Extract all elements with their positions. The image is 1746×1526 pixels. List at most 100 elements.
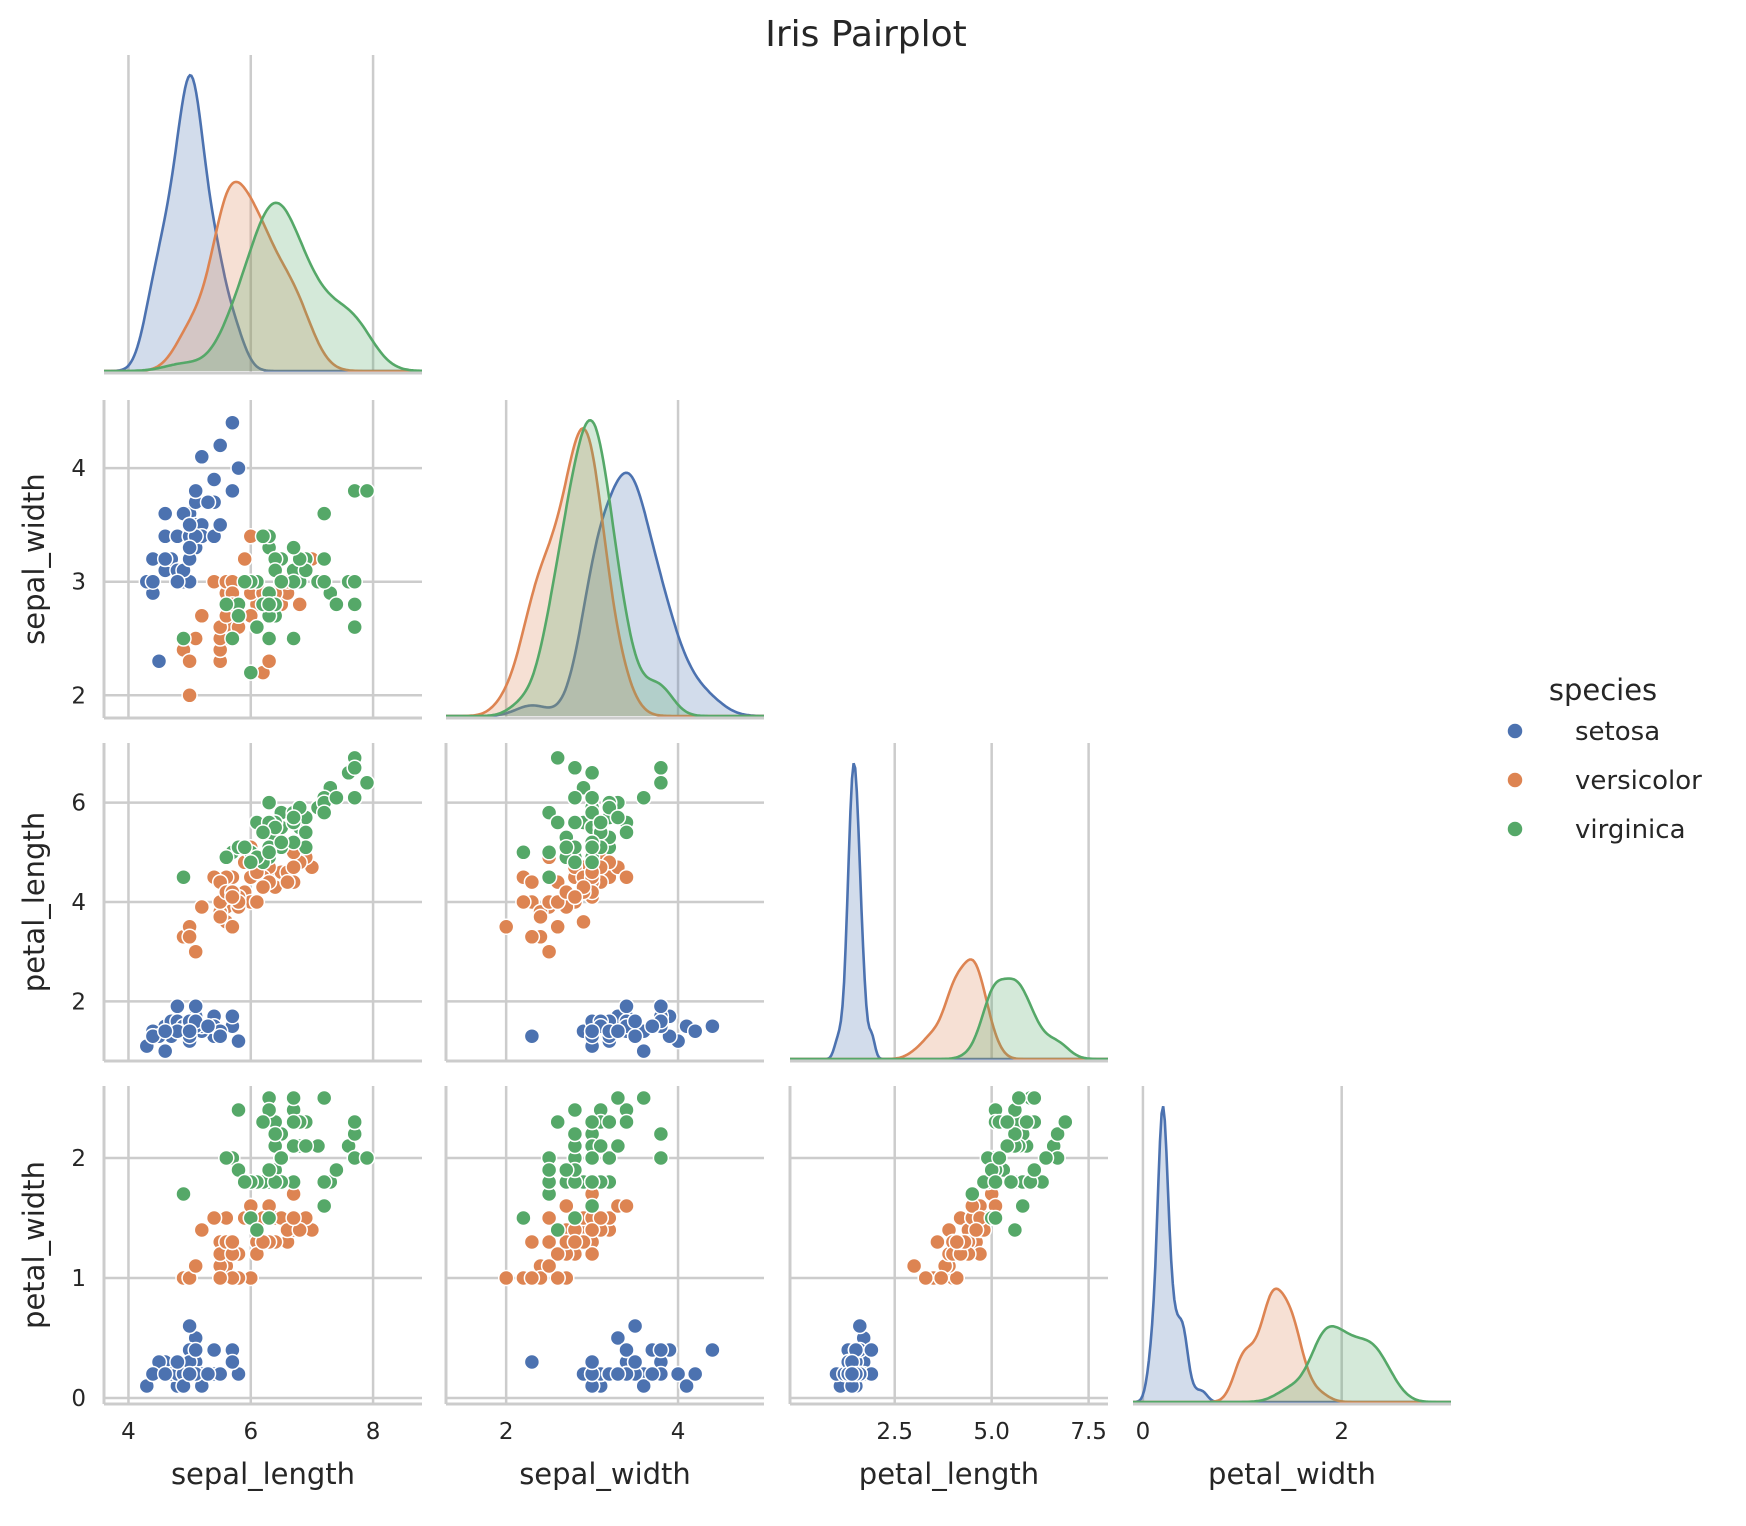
scatter-point-setosa xyxy=(156,1022,174,1040)
scatter-point-virginica xyxy=(652,759,670,777)
scatter-point-setosa xyxy=(626,1317,644,1335)
y-tick-label: 4 xyxy=(71,456,86,482)
kde-fill-virginica xyxy=(790,978,1108,1059)
scatter-point-virginica xyxy=(566,1209,584,1227)
scatter-point-setosa xyxy=(205,1341,223,1359)
scatter-point-virginica xyxy=(609,1137,627,1155)
chart-title: Iris Pairplot xyxy=(765,14,967,55)
scatter-point-virginica xyxy=(652,774,670,792)
legend-marker-versicolor xyxy=(1506,771,1524,789)
scatter-point-setosa xyxy=(144,573,162,590)
scatter-point-versicolor xyxy=(566,1233,584,1251)
scatter-point-virginica xyxy=(652,1149,670,1167)
scatter-point-virginica xyxy=(285,630,302,647)
scatter-point-virginica xyxy=(1049,1125,1066,1143)
scatter-point-versicolor xyxy=(929,1233,946,1251)
scatter-point-setosa xyxy=(863,1341,880,1359)
scatter-point-setosa xyxy=(523,1353,541,1371)
panel-marks xyxy=(138,749,376,1060)
scatter-point-versicolor xyxy=(558,1197,575,1215)
scatter-point-virginica xyxy=(218,849,235,866)
x-tick-label: 2.5 xyxy=(876,1419,913,1445)
scatter-point-virginica xyxy=(266,1125,284,1143)
scatter-point-setosa xyxy=(169,573,186,590)
scatter-point-setosa xyxy=(652,998,670,1015)
scatter-point-virginica xyxy=(236,573,253,590)
scatter-point-setosa xyxy=(156,550,174,568)
scatter-point-virginica xyxy=(328,1161,345,1179)
x-tick-label: 2 xyxy=(499,1419,514,1445)
y-axis-label-petal_width: petal_width xyxy=(17,1161,51,1329)
scatter-point-versicolor xyxy=(187,943,204,960)
scatter-point-versicolor xyxy=(523,1269,541,1287)
scatter-point-virginica xyxy=(346,1113,363,1131)
scatter-point-setosa xyxy=(224,414,241,431)
scatter-point-versicolor xyxy=(291,596,308,613)
scatter-point-virginica xyxy=(315,550,333,568)
kde-fill-virginica xyxy=(446,420,764,716)
scatter-point-setosa xyxy=(181,1022,198,1040)
scatter-point-versicolor xyxy=(193,1221,211,1239)
legend-title: species xyxy=(1549,673,1657,707)
panel-petal_length-vs-sepal_width xyxy=(444,743,764,1063)
scatter-point-virginica xyxy=(558,839,575,856)
scatter-point-versicolor xyxy=(497,918,515,936)
scatter-point-versicolor xyxy=(566,888,584,906)
scatter-point-setosa xyxy=(686,1365,704,1383)
scatter-point-virginica xyxy=(315,1089,333,1107)
scatter-point-virginica xyxy=(583,854,601,871)
scatter-point-versicolor xyxy=(211,908,229,926)
y-axis-label-petal_length: petal_length xyxy=(17,812,51,992)
scatter-point-virginica xyxy=(358,774,376,792)
scatter-point-setosa xyxy=(199,1365,217,1383)
y-axis-label-sepal_width: sepal_width xyxy=(17,473,51,645)
scatter-point-virginica xyxy=(540,1161,558,1179)
scatter-point-virginica xyxy=(635,789,652,806)
scatter-point-virginica xyxy=(315,573,333,590)
y-tick-label: 4 xyxy=(71,890,86,916)
scatter-point-virginica xyxy=(583,1173,601,1191)
panel-marks xyxy=(138,414,376,704)
scatter-point-versicolor xyxy=(549,1269,566,1287)
scatter-point-virginica xyxy=(260,844,278,861)
kde-line-virginica xyxy=(104,201,422,373)
scatter-point-virginica xyxy=(540,844,558,861)
y-tick-label: 6 xyxy=(71,791,86,817)
scatter-point-virginica xyxy=(297,824,315,841)
scatter-point-virginica xyxy=(273,573,290,590)
scatter-point-virginica xyxy=(236,839,253,856)
panel-marks xyxy=(446,418,764,718)
scatter-point-setosa xyxy=(169,1353,186,1371)
y-tick-label: 2 xyxy=(71,1146,86,1172)
scatter-point-versicolor xyxy=(905,1257,923,1275)
panel-marks xyxy=(138,1089,376,1395)
scatter-point-versicolor xyxy=(181,687,198,704)
scatter-point-virginica xyxy=(549,1221,566,1239)
kde-fill-virginica xyxy=(104,202,422,371)
legend: species setosa versicolor virginica xyxy=(1506,673,1702,845)
x-tick-label: 5.0 xyxy=(973,1419,1010,1445)
scatter-point-setosa xyxy=(626,1013,644,1030)
scatter-point-virginica xyxy=(987,1209,1004,1227)
scatter-point-setosa xyxy=(644,1017,661,1035)
panel-petal_width-vs-petal_length: 2.5 5.0 7.5 petal_length xyxy=(788,1086,1108,1491)
scatter-point-setosa xyxy=(843,1365,861,1383)
panel-marks xyxy=(790,762,1108,1061)
scatter-point-virginica xyxy=(273,1149,290,1167)
scatter-point-virginica xyxy=(583,839,601,856)
kde-fill-versicolor xyxy=(104,181,422,371)
scatter-point-virginica xyxy=(1010,1089,1028,1107)
scatter-point-virginica xyxy=(285,1113,302,1131)
scatter-point-virginica xyxy=(175,1185,192,1203)
scatter-point-setosa xyxy=(187,482,204,500)
scatter-point-versicolor xyxy=(549,1245,566,1263)
scatter-point-versicolor xyxy=(948,1233,966,1251)
scatter-point-virginica xyxy=(998,1137,1016,1155)
scatter-point-virginica xyxy=(260,794,278,811)
scatter-point-virginica xyxy=(583,764,601,782)
scatter-point-versicolor xyxy=(540,1257,558,1275)
legend-label-setosa: setosa xyxy=(1575,717,1660,747)
scatter-point-setosa xyxy=(211,516,229,534)
scatter-point-setosa xyxy=(686,1022,704,1040)
x-axis-label-petal_width: petal_width xyxy=(1208,1457,1376,1491)
